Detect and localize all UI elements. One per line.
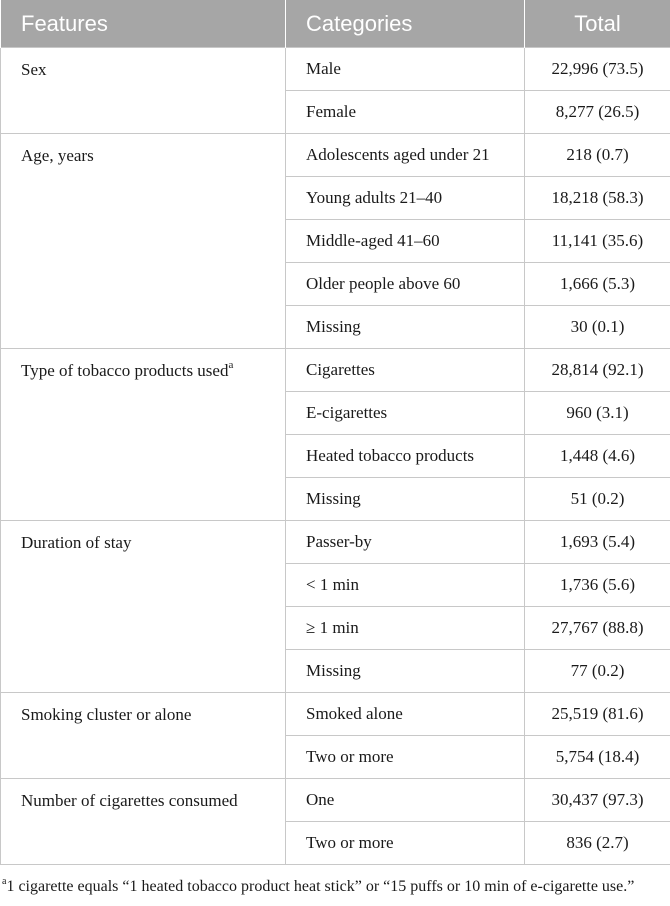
table-footnote: a1 cigarette equals “1 heated tobacco pr… — [0, 865, 670, 899]
category-cell: Female — [285, 90, 525, 134]
feature-label: Age, years — [21, 146, 94, 165]
total-cell: 5,754 (18.4) — [524, 735, 670, 779]
header-features: Features — [0, 0, 286, 48]
table-row: Sex Male 22,996 (73.5) — [0, 47, 670, 134]
total-cell: 960 (3.1) — [524, 391, 670, 435]
category-cell: < 1 min — [285, 563, 525, 607]
table-row: Missing 30 (0.1) — [1, 305, 670, 349]
demographics-table: Features Categories Total Sex Male 22,996 … — [0, 0, 670, 865]
feature-label: Smoking cluster or alone — [21, 705, 192, 724]
table-row: Older people above 60 1,666 (5.3) — [1, 262, 670, 306]
feature-cell: Smoking cluster or alone — [0, 692, 286, 779]
category-cell: Middle-aged 41–60 — [285, 219, 525, 263]
category-cell: Heated tobacco products — [285, 434, 525, 478]
total-cell: 30,437 (97.3) — [524, 778, 670, 822]
total-cell: 8,277 (26.5) — [524, 90, 670, 134]
feature-label: Number of cigarettes consumed — [21, 791, 238, 810]
total-cell: 51 (0.2) — [524, 477, 670, 521]
category-cell: Young adults 21–40 — [285, 176, 525, 220]
feature-cell: Duration of stay — [0, 520, 286, 693]
table-row: Heated tobacco products 1,448 (4.6) — [1, 434, 670, 478]
table-row: Smoking cluster or alone Smoked alone 25,5… — [0, 692, 670, 779]
total-cell: 18,218 (58.3) — [524, 176, 670, 220]
table-row: Number of cigarettes consumed One 30,437 (… — [0, 778, 670, 865]
total-cell: 30 (0.1) — [524, 305, 670, 349]
total-cell: 1,666 (5.3) — [524, 262, 670, 306]
table-row: E-cigarettes 960 (3.1) — [1, 391, 670, 435]
category-cell: E-cigarettes — [285, 391, 525, 435]
header-categories: Categories — [285, 0, 525, 48]
category-cell: Male — [285, 47, 525, 91]
feature-label: Type of tobacco products used — [21, 361, 229, 380]
feature-cell: Age, years — [0, 133, 286, 349]
table-row: Female 8,277 (26.5) — [1, 90, 670, 134]
total-cell: 1,736 (5.6) — [524, 563, 670, 607]
footnote-text: 1 cigarette equals “1 heated tobacco pro… — [6, 878, 635, 895]
category-cell: ≥ 1 min — [285, 606, 525, 650]
feature-cell: Number of cigarettes consumed — [0, 778, 286, 865]
total-cell: 11,141 (35.6) — [524, 219, 670, 263]
category-cell: Missing — [285, 649, 525, 693]
table-header-row: Features Categories Total — [0, 0, 670, 48]
table-row: Type of tobacco products useda Cigarettes… — [0, 348, 670, 521]
table-body: Sex Male 22,996 (73.5) Female 8,277 (26.5) Ag… — [0, 47, 670, 865]
table-row: < 1 min 1,736 (5.6) — [1, 563, 670, 607]
total-cell: 836 (2.7) — [524, 821, 670, 865]
table-row: Missing 51 (0.2) — [1, 477, 670, 521]
category-cell: One — [285, 778, 525, 822]
total-cell: 22,996 (73.5) — [524, 47, 670, 91]
footnote-mark: a — [2, 875, 7, 887]
category-cell: Passer-by — [285, 520, 525, 564]
category-cell: Missing — [285, 477, 525, 521]
feature-cell: Type of tobacco products useda — [0, 348, 286, 521]
total-cell: 1,693 (5.4) — [524, 520, 670, 564]
category-cell: Adolescents aged under 21 — [285, 133, 525, 177]
feature-label: Duration of stay — [21, 533, 132, 552]
total-cell: 77 (0.2) — [524, 649, 670, 693]
feature-cell: Sex — [0, 47, 286, 134]
category-cell: Cigarettes — [285, 348, 525, 392]
feature-footnote-mark: a — [228, 359, 234, 372]
table-row: Age, years Adolescents aged under 21 218 (… — [0, 133, 670, 349]
category-cell: Smoked alone — [285, 692, 525, 736]
table-row: Middle-aged 41–60 11,141 (35.6) — [1, 219, 670, 263]
table-row: Two or more 836 (2.7) — [1, 821, 670, 865]
category-cell: Missing — [285, 305, 525, 349]
table-row: Young adults 21–40 18,218 (58.3) — [1, 176, 670, 220]
total-cell: 25,519 (81.6) — [524, 692, 670, 736]
total-cell: 1,448 (4.6) — [524, 434, 670, 478]
total-cell: 218 (0.7) — [524, 133, 670, 177]
table-row: Missing 77 (0.2) — [1, 649, 670, 693]
total-cell: 28,814 (92.1) — [524, 348, 670, 392]
table-row: Two or more 5,754 (18.4) — [1, 735, 670, 779]
total-cell: 27,767 (88.8) — [524, 606, 670, 650]
category-cell: Two or more — [285, 821, 525, 865]
feature-label: Sex — [21, 60, 47, 79]
table-row: Duration of stay Passer-by 1,693 (5.4) — [0, 520, 670, 693]
header-total: Total — [524, 0, 670, 48]
category-cell: Older people above 60 — [285, 262, 525, 306]
category-cell: Two or more — [285, 735, 525, 779]
